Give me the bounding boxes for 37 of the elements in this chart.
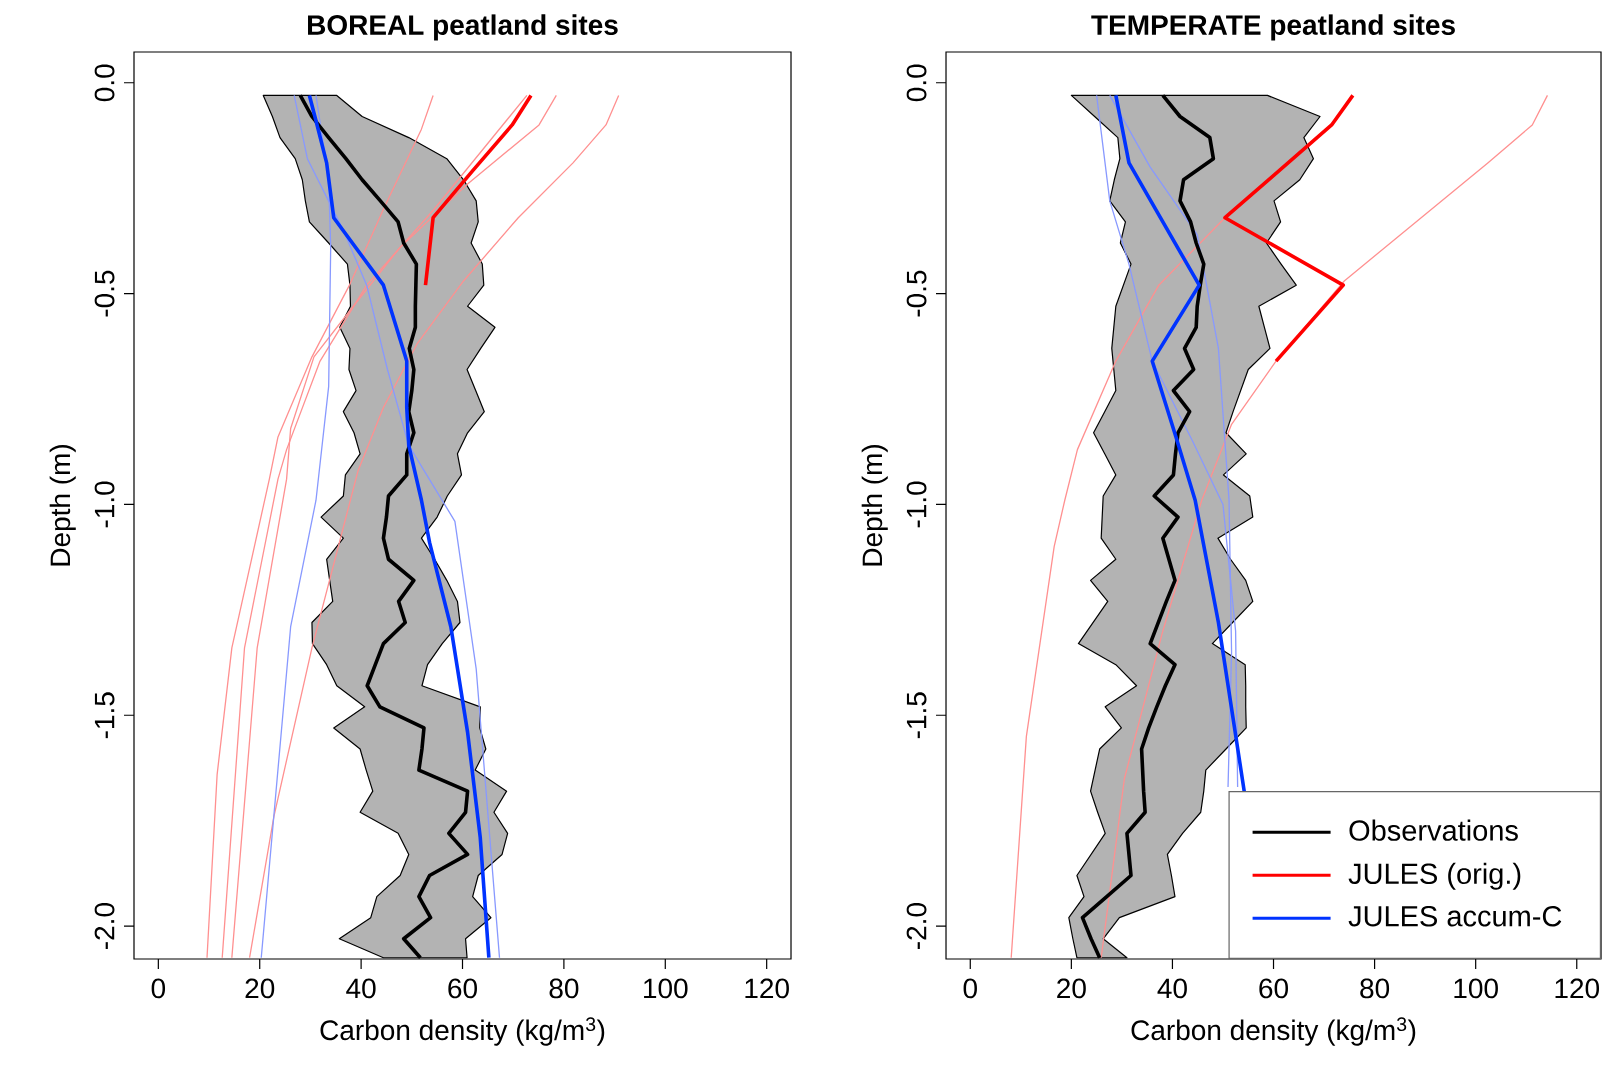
y-tick-label: -1.0 xyxy=(906,481,927,528)
x-tick-label: 120 xyxy=(745,978,789,999)
chart-title: TEMPERATE peatland sites xyxy=(1091,14,1455,41)
x-axis-title: Carbon density (kg/m$^{3}$) xyxy=(1131,1017,1416,1046)
y-tick-label: -0.5 xyxy=(906,270,927,317)
x-tick-label: 60 xyxy=(1259,978,1288,999)
line-series xyxy=(248,94,620,959)
x-tick-label: 20 xyxy=(245,978,275,999)
y-tick-label: 0.0 xyxy=(94,64,115,102)
x-tick-label: 20 xyxy=(1057,978,1086,999)
x-tick-label: 60 xyxy=(448,978,477,999)
x-tick-label: 100 xyxy=(1454,978,1498,999)
x-tick-label: 0 xyxy=(151,978,166,999)
x-tick-label: 80 xyxy=(549,978,579,999)
y-axis-title: Depth (m) xyxy=(49,445,76,566)
line-series xyxy=(1010,217,1226,959)
x-tick-label: 40 xyxy=(346,978,376,999)
x-tick-label: 120 xyxy=(1555,978,1600,999)
y-tick-label: -1.0 xyxy=(94,481,115,528)
line-series xyxy=(423,93,533,287)
line-series xyxy=(1223,93,1355,363)
x-tick-label: 100 xyxy=(644,978,688,999)
x-tick-label: 80 xyxy=(1360,978,1390,999)
legend-label: JULES accum-C xyxy=(1348,905,1562,927)
y-tick-label: -0.5 xyxy=(94,270,115,317)
y-axis-title: Depth (m) xyxy=(861,445,888,566)
x-axis-title: Carbon density (kg/m$^{3}$) xyxy=(320,1017,605,1046)
legend-label: JULES (orig.) xyxy=(1348,862,1521,890)
chart-title: BOREAL peatland sites xyxy=(308,14,618,41)
y-tick-label: 0.0 xyxy=(906,64,927,102)
y-tick-label: -1.5 xyxy=(94,692,115,739)
y-tick-label: -1.5 xyxy=(906,692,927,739)
x-tick-label: 40 xyxy=(1157,978,1187,999)
legend-label: Observations xyxy=(1349,819,1518,841)
y-tick-label: -2.0 xyxy=(906,903,927,949)
y-tick-label: -2.0 xyxy=(94,903,115,949)
x-tick-label: 0 xyxy=(963,978,977,999)
